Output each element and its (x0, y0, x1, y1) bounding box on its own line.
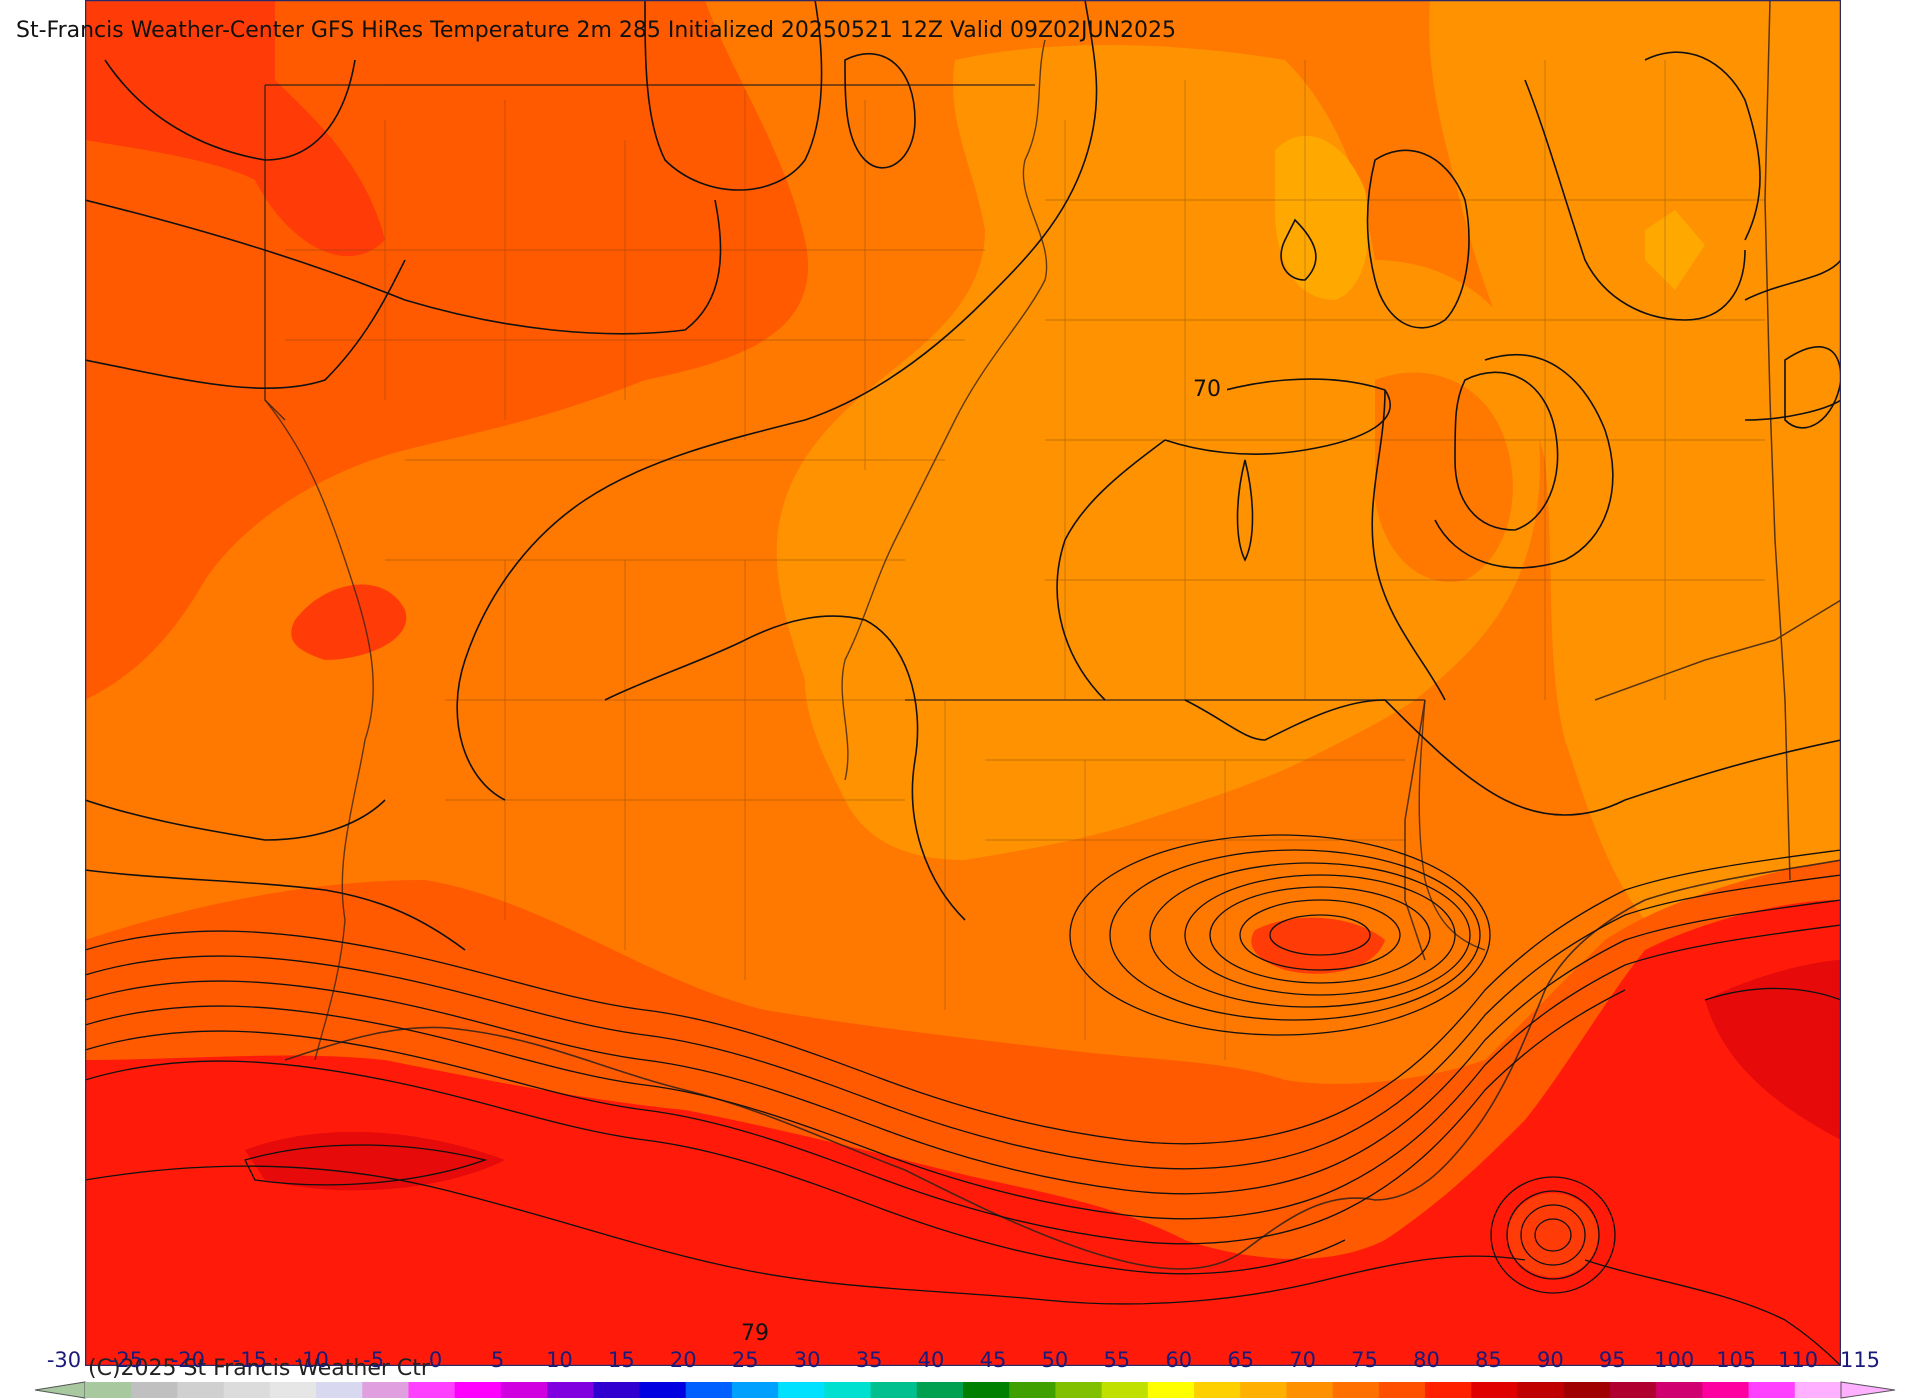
colorbar-swatch (1471, 1382, 1519, 1398)
colorbar-tick-label: 25 (731, 1348, 759, 1372)
colorbar-swatch (177, 1382, 225, 1398)
colorbar-swatch (731, 1382, 779, 1398)
inland-red-spot (1251, 917, 1385, 974)
colorbar-swatch (1609, 1382, 1657, 1398)
colorbar-tick-label: 45 (979, 1348, 1007, 1372)
colorbar-tick-label: 75 (1351, 1348, 1378, 1372)
colorbar-tick-label: 90 (1536, 1348, 1564, 1372)
colorbar-tick-label: -5 (363, 1348, 385, 1372)
colorbar-swatch (500, 1382, 548, 1398)
colorbar-tick-label: 85 (1475, 1348, 1502, 1372)
colorbar-tick-label: 80 (1413, 1348, 1440, 1372)
colorbar-swatch (223, 1382, 271, 1398)
colorbar-swatch (685, 1382, 733, 1398)
state-borders (264, 0, 1841, 961)
colorbar-tick-label: -30 (46, 1348, 82, 1372)
colorbar-tick-label: 15 (608, 1348, 635, 1372)
contour-label-70-bg (1187, 374, 1227, 402)
colorbar-tick-label: 35 (855, 1348, 883, 1372)
colorbar-swatch (778, 1382, 825, 1398)
colorbar-swatch (1563, 1382, 1611, 1398)
inland-red-orange-pocket (1375, 372, 1513, 582)
colorbar-tick-label: -25 (108, 1348, 144, 1372)
colorbar-swatch (547, 1382, 594, 1398)
colorbar-swatch (269, 1382, 317, 1398)
copyright-notice: (C)2025 St Francis Weather Ctr (88, 1356, 430, 1381)
colorbar-swatch (870, 1382, 918, 1398)
colorbar-tick-label: 5 (490, 1348, 505, 1372)
colorbar-swatch (454, 1382, 502, 1398)
gulf-red-region (85, 900, 1841, 1366)
colorbar-swatch (408, 1382, 456, 1398)
colorbar-swatch (1009, 1382, 1056, 1398)
colorbar-swatch (85, 1382, 132, 1398)
map-title: St-Francis Weather-Center GFS HiRes Temp… (16, 18, 1177, 43)
gulf-dark-red-pocket-west (245, 1131, 505, 1191)
nw-red-region (85, 0, 385, 257)
amber-spot-northeast (1645, 210, 1705, 290)
colorbar-tick-label: 110 (1778, 1348, 1819, 1372)
colorbar-tick-label: 70 (1289, 1348, 1316, 1372)
east-light-orange-region (1429, 0, 1841, 920)
coastline (284, 859, 1841, 1270)
colorbar-tick-label: -15 (232, 1348, 267, 1372)
colorbar-tick-label: 20 (669, 1348, 697, 1372)
colorbar-swatch (1378, 1382, 1426, 1398)
contour-label-79-bg (735, 1318, 775, 1346)
colorbar-tick-label: 100 (1654, 1348, 1695, 1372)
colorbar-swatch (824, 1382, 872, 1398)
colorbar-swatch (1517, 1382, 1565, 1398)
colorbar-tick-label: 0 (428, 1348, 443, 1372)
gulf-dark-red-pocket-east (1705, 960, 1841, 1140)
county-lines (285, 60, 1765, 1060)
colorbar-swatch (1425, 1382, 1472, 1398)
colorbar-swatch (1101, 1382, 1149, 1398)
isotherm-contours (85, 0, 1841, 951)
colorbar-swatch (1147, 1382, 1195, 1398)
colorbar-swatch (131, 1382, 178, 1398)
colorbar-swatch (1702, 1382, 1750, 1398)
coastal-contour-stack (85, 849, 1841, 1366)
colorbar-right-arrow (1840, 1381, 1896, 1399)
colorbar-tick-label: 115 (1839, 1348, 1881, 1372)
colorbar-swatch (1794, 1382, 1842, 1398)
colorbar-tick-label: 105 (1716, 1348, 1757, 1372)
colorbar-tick-label: 10 (546, 1348, 573, 1372)
colorbar-tick-label: -10 (294, 1348, 329, 1372)
colorbar-tick-label: -20 (170, 1348, 206, 1372)
colorbar-tick-label: 30 (793, 1348, 821, 1372)
contour-label-79: 79 (741, 1321, 769, 1346)
inland-hot-spot-contours (1069, 834, 1491, 1036)
west-red-blob (291, 584, 407, 660)
colorbar-tick-labels: -30 -25 -20 -15 -10 -5 0 5 10 15 20 25 30 35 40 45 50 55 6… (0, 1348, 1920, 1378)
colorbar-swatch (316, 1382, 363, 1398)
colorbar-tick-label: 55 (1103, 1348, 1131, 1372)
colorbar-swatch (1748, 1382, 1796, 1398)
colorbar-tick-label: 40 (917, 1348, 945, 1372)
coastal-hot-spot-contours (1490, 1176, 1616, 1294)
colorbar-swatch (1055, 1382, 1103, 1398)
colorbar-left-arrow (34, 1381, 86, 1399)
colorbar-swatch (593, 1382, 641, 1398)
colorbar-swatch (1194, 1382, 1241, 1398)
colorbar-swatch (1656, 1382, 1703, 1398)
colorbar (34, 1381, 1896, 1399)
colorbar-tick-label: 60 (1165, 1348, 1193, 1372)
contour-label-70: 70 (1193, 377, 1221, 402)
colorbar-tick-label: 95 (1598, 1348, 1626, 1372)
colorbar-swatch (963, 1382, 1010, 1398)
colorbar-swatch (1286, 1382, 1334, 1398)
colorbar-swatch (1240, 1382, 1287, 1398)
temperature-map: 70 79 (85, 0, 1841, 1366)
map-frame (85, 0, 1841, 1366)
colorbar-swatch (639, 1382, 687, 1398)
colorbar-tick-label: 50 (1041, 1348, 1069, 1372)
amber-spot-north (1275, 135, 1369, 300)
colorbar-swatch (1332, 1382, 1380, 1398)
colorbar-swatch (362, 1382, 409, 1398)
colorbar-tick-label: 65 (1227, 1348, 1255, 1372)
colorbar-swatch (916, 1382, 964, 1398)
